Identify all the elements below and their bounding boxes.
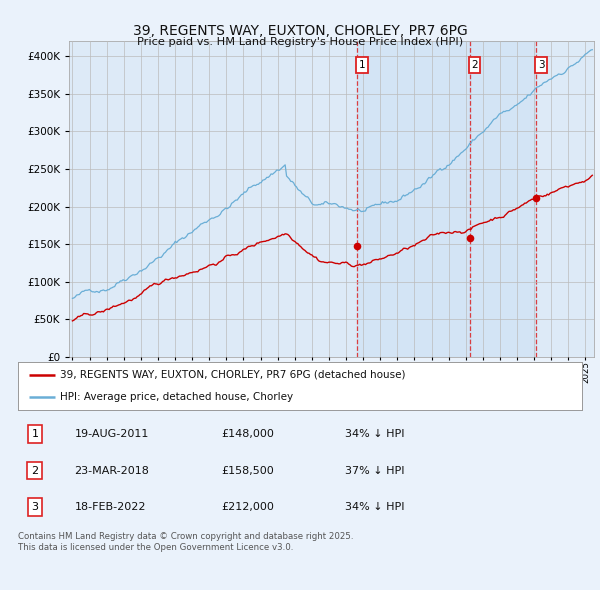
Text: 1: 1 <box>359 60 365 70</box>
Text: 3: 3 <box>31 502 38 512</box>
Text: Contains HM Land Registry data © Crown copyright and database right 2025.
This d: Contains HM Land Registry data © Crown c… <box>18 532 353 552</box>
Point <box>352 241 362 250</box>
Point <box>532 193 541 202</box>
Bar <box>470 41 536 357</box>
Text: £148,000: £148,000 <box>221 429 274 439</box>
Text: 37% ↓ HPI: 37% ↓ HPI <box>345 466 404 476</box>
Text: 39, REGENTS WAY, EUXTON, CHORLEY, PR7 6PG: 39, REGENTS WAY, EUXTON, CHORLEY, PR7 6P… <box>133 24 467 38</box>
Text: 23-MAR-2018: 23-MAR-2018 <box>74 466 149 476</box>
Text: 3: 3 <box>538 60 545 70</box>
Bar <box>357 41 470 357</box>
Text: 34% ↓ HPI: 34% ↓ HPI <box>345 502 404 512</box>
Text: £212,000: £212,000 <box>221 502 274 512</box>
Text: 39, REGENTS WAY, EUXTON, CHORLEY, PR7 6PG (detached house): 39, REGENTS WAY, EUXTON, CHORLEY, PR7 6P… <box>60 370 406 380</box>
Text: 19-AUG-2011: 19-AUG-2011 <box>74 429 149 439</box>
Text: £158,500: £158,500 <box>221 466 274 476</box>
Point <box>465 233 475 242</box>
Text: 18-FEB-2022: 18-FEB-2022 <box>74 502 146 512</box>
Text: 34% ↓ HPI: 34% ↓ HPI <box>345 429 404 439</box>
Text: 2: 2 <box>31 466 38 476</box>
Text: 2: 2 <box>471 60 478 70</box>
Text: HPI: Average price, detached house, Chorley: HPI: Average price, detached house, Chor… <box>60 392 293 402</box>
Text: 1: 1 <box>31 429 38 439</box>
Text: Price paid vs. HM Land Registry's House Price Index (HPI): Price paid vs. HM Land Registry's House … <box>137 37 463 47</box>
